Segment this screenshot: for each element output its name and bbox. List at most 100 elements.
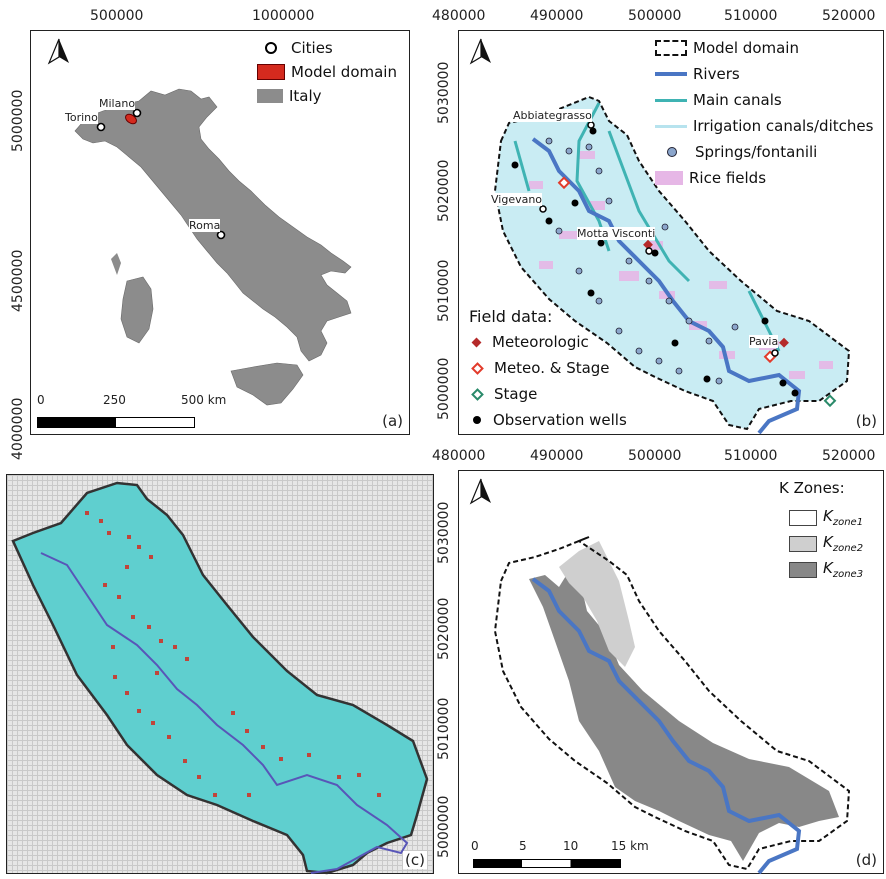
city-torino <box>96 122 106 132</box>
a-scale-0: 0 <box>37 393 45 407</box>
b-left-tick-3: 5010000 <box>436 259 452 322</box>
zone2-swatch <box>789 535 817 552</box>
b-domain-outline <box>493 95 851 431</box>
a-legend-italy: Italy <box>257 87 322 105</box>
d-panel-tag: (d) <box>855 851 877 869</box>
b-left-tick-4: 5000000 <box>436 357 452 420</box>
b-legend-main-canals-label: Main canals <box>693 91 782 109</box>
north-arrow-icon <box>469 38 491 65</box>
town-label-motta: Motta Visconti <box>577 227 656 240</box>
c-domain <box>11 481 429 875</box>
panel-d-map: K Zones: Kzone1 Kzone2 Kzone3 0 5 10 15 … <box>458 470 884 875</box>
a-legend-italy-label: Italy <box>289 87 322 105</box>
panel-a-map: Milano Torino Roma Cities Model domain I… <box>30 30 410 435</box>
stage-station <box>823 394 837 408</box>
zone1-swatch <box>789 509 817 526</box>
field-data-title: Field data: <box>469 307 552 326</box>
b-legend-rice-label: Rice fields <box>689 169 767 187</box>
k-zones-map <box>469 478 851 875</box>
d-scale-5: 5 <box>519 839 527 853</box>
d-scale-10: 10 <box>563 839 579 853</box>
field-meteo: Meteorologic <box>471 333 589 351</box>
b-legend-rivers-label: Rivers <box>693 65 740 83</box>
a-scalebar <box>37 417 195 428</box>
b-legend-ditches: Irrigation canals/ditches <box>655 117 873 135</box>
d-domain-outline <box>493 536 851 871</box>
zone2-label: Kzone2 <box>823 533 864 554</box>
main-canal-swatch <box>655 98 687 102</box>
spring-symbol-icon <box>667 147 677 157</box>
town-label-abbiategrasso: Abbiategrasso <box>513 109 592 122</box>
model-domain-marker <box>125 113 137 125</box>
d-bottom-tick-2: 490000 <box>530 448 584 464</box>
b-river <box>531 137 802 435</box>
b-top-tick-5: 520000 <box>822 8 876 24</box>
city-label-roma: Roma <box>189 219 221 232</box>
panel-b-map: Abbiategrasso Vigevano Motta Visconti Pa… <box>458 30 884 435</box>
field-meteo-stage: Meteo. & Stage <box>471 359 610 377</box>
town-label-pavia: Pavia <box>749 335 779 348</box>
river-line-swatch <box>655 72 687 76</box>
d-legend-zone2: Kzone2 <box>789 533 863 554</box>
d-bottom-tick-5: 520000 <box>822 448 876 464</box>
north-arrow-icon <box>47 38 69 65</box>
d-legend-title: K Zones: <box>779 479 845 497</box>
a-left-tick-2: 4500000 <box>10 249 26 312</box>
c-panel-tag: (c) <box>403 851 427 869</box>
b-legend-main-canals: Main canals <box>655 91 782 109</box>
sicily <box>230 362 304 406</box>
a-panel-tag: (a) <box>382 412 403 430</box>
d-left-tick-4: 5000000 <box>436 795 452 858</box>
main-canal-3 <box>513 140 531 192</box>
d-legend-title-label: K Zones: <box>779 479 845 497</box>
field-data-title-label: Field data: <box>469 307 553 326</box>
a-legend-cities-label: Cities <box>291 39 333 57</box>
b-top-tick-1: 480000 <box>432 8 486 24</box>
zone3-label: Kzone3 <box>823 559 864 580</box>
town-label-vigevano: Vigevano <box>491 193 543 206</box>
a-legend-domain: Model domain <box>257 63 397 81</box>
observation-wells <box>511 127 799 397</box>
a-left-tick-1: 5000000 <box>10 89 26 152</box>
model-grid-map <box>11 481 429 875</box>
b-legend-rice: Rice fields <box>655 169 766 187</box>
rice-swatch <box>655 171 683 185</box>
city-label-milano: Milano <box>99 97 136 110</box>
b-legend-springs-label: Springs/fontanili <box>695 143 818 161</box>
a-scale-250: 250 <box>103 393 126 407</box>
a-legend-domain-label: Model domain <box>291 63 397 81</box>
ditch-swatch <box>655 124 687 128</box>
d-scale-0: 0 <box>471 839 479 853</box>
italy-map <box>47 38 352 406</box>
town-abbiategrasso <box>587 121 595 129</box>
field-stage-label: Stage <box>494 385 538 403</box>
meteo-station-2 <box>779 337 789 348</box>
d-legend-zone3: Kzone3 <box>789 559 863 580</box>
b-legend-domain: Model domain <box>655 39 799 57</box>
d-river <box>531 577 802 875</box>
a-left-tick-3: 4000000 <box>10 397 26 460</box>
field-meteo-label: Meteorologic <box>492 333 589 351</box>
b-legend-ditches-label: Irrigation canals/ditches <box>693 117 874 135</box>
meteo-station-1 <box>643 239 653 250</box>
a-top-tick-2: 1000000 <box>252 8 315 24</box>
d-scalebar <box>473 859 621 868</box>
town-pavia <box>771 349 779 357</box>
north-arrow-icon <box>469 478 491 505</box>
city-roma <box>216 230 226 240</box>
c-observation-cells <box>85 511 381 797</box>
field-wells: Observation wells <box>473 411 627 429</box>
a-top-tick-1: 500000 <box>90 8 144 24</box>
b-legend-springs: Springs/fontanili <box>655 143 817 161</box>
domain-dashed-swatch <box>655 40 687 56</box>
stage-symbol-icon <box>471 387 484 401</box>
b-top-tick-3: 500000 <box>628 8 682 24</box>
d-left-tick-2: 5020000 <box>436 597 452 660</box>
cities-symbol-icon <box>265 42 277 54</box>
meteo-stage-symbol-icon <box>471 361 484 375</box>
b-legend-domain-label: Model domain <box>693 39 799 57</box>
b-panel-tag: (b) <box>855 412 877 430</box>
meteo-symbol-icon <box>471 337 482 347</box>
a-scale-500: 500 km <box>181 393 227 407</box>
sardinia <box>120 276 154 344</box>
